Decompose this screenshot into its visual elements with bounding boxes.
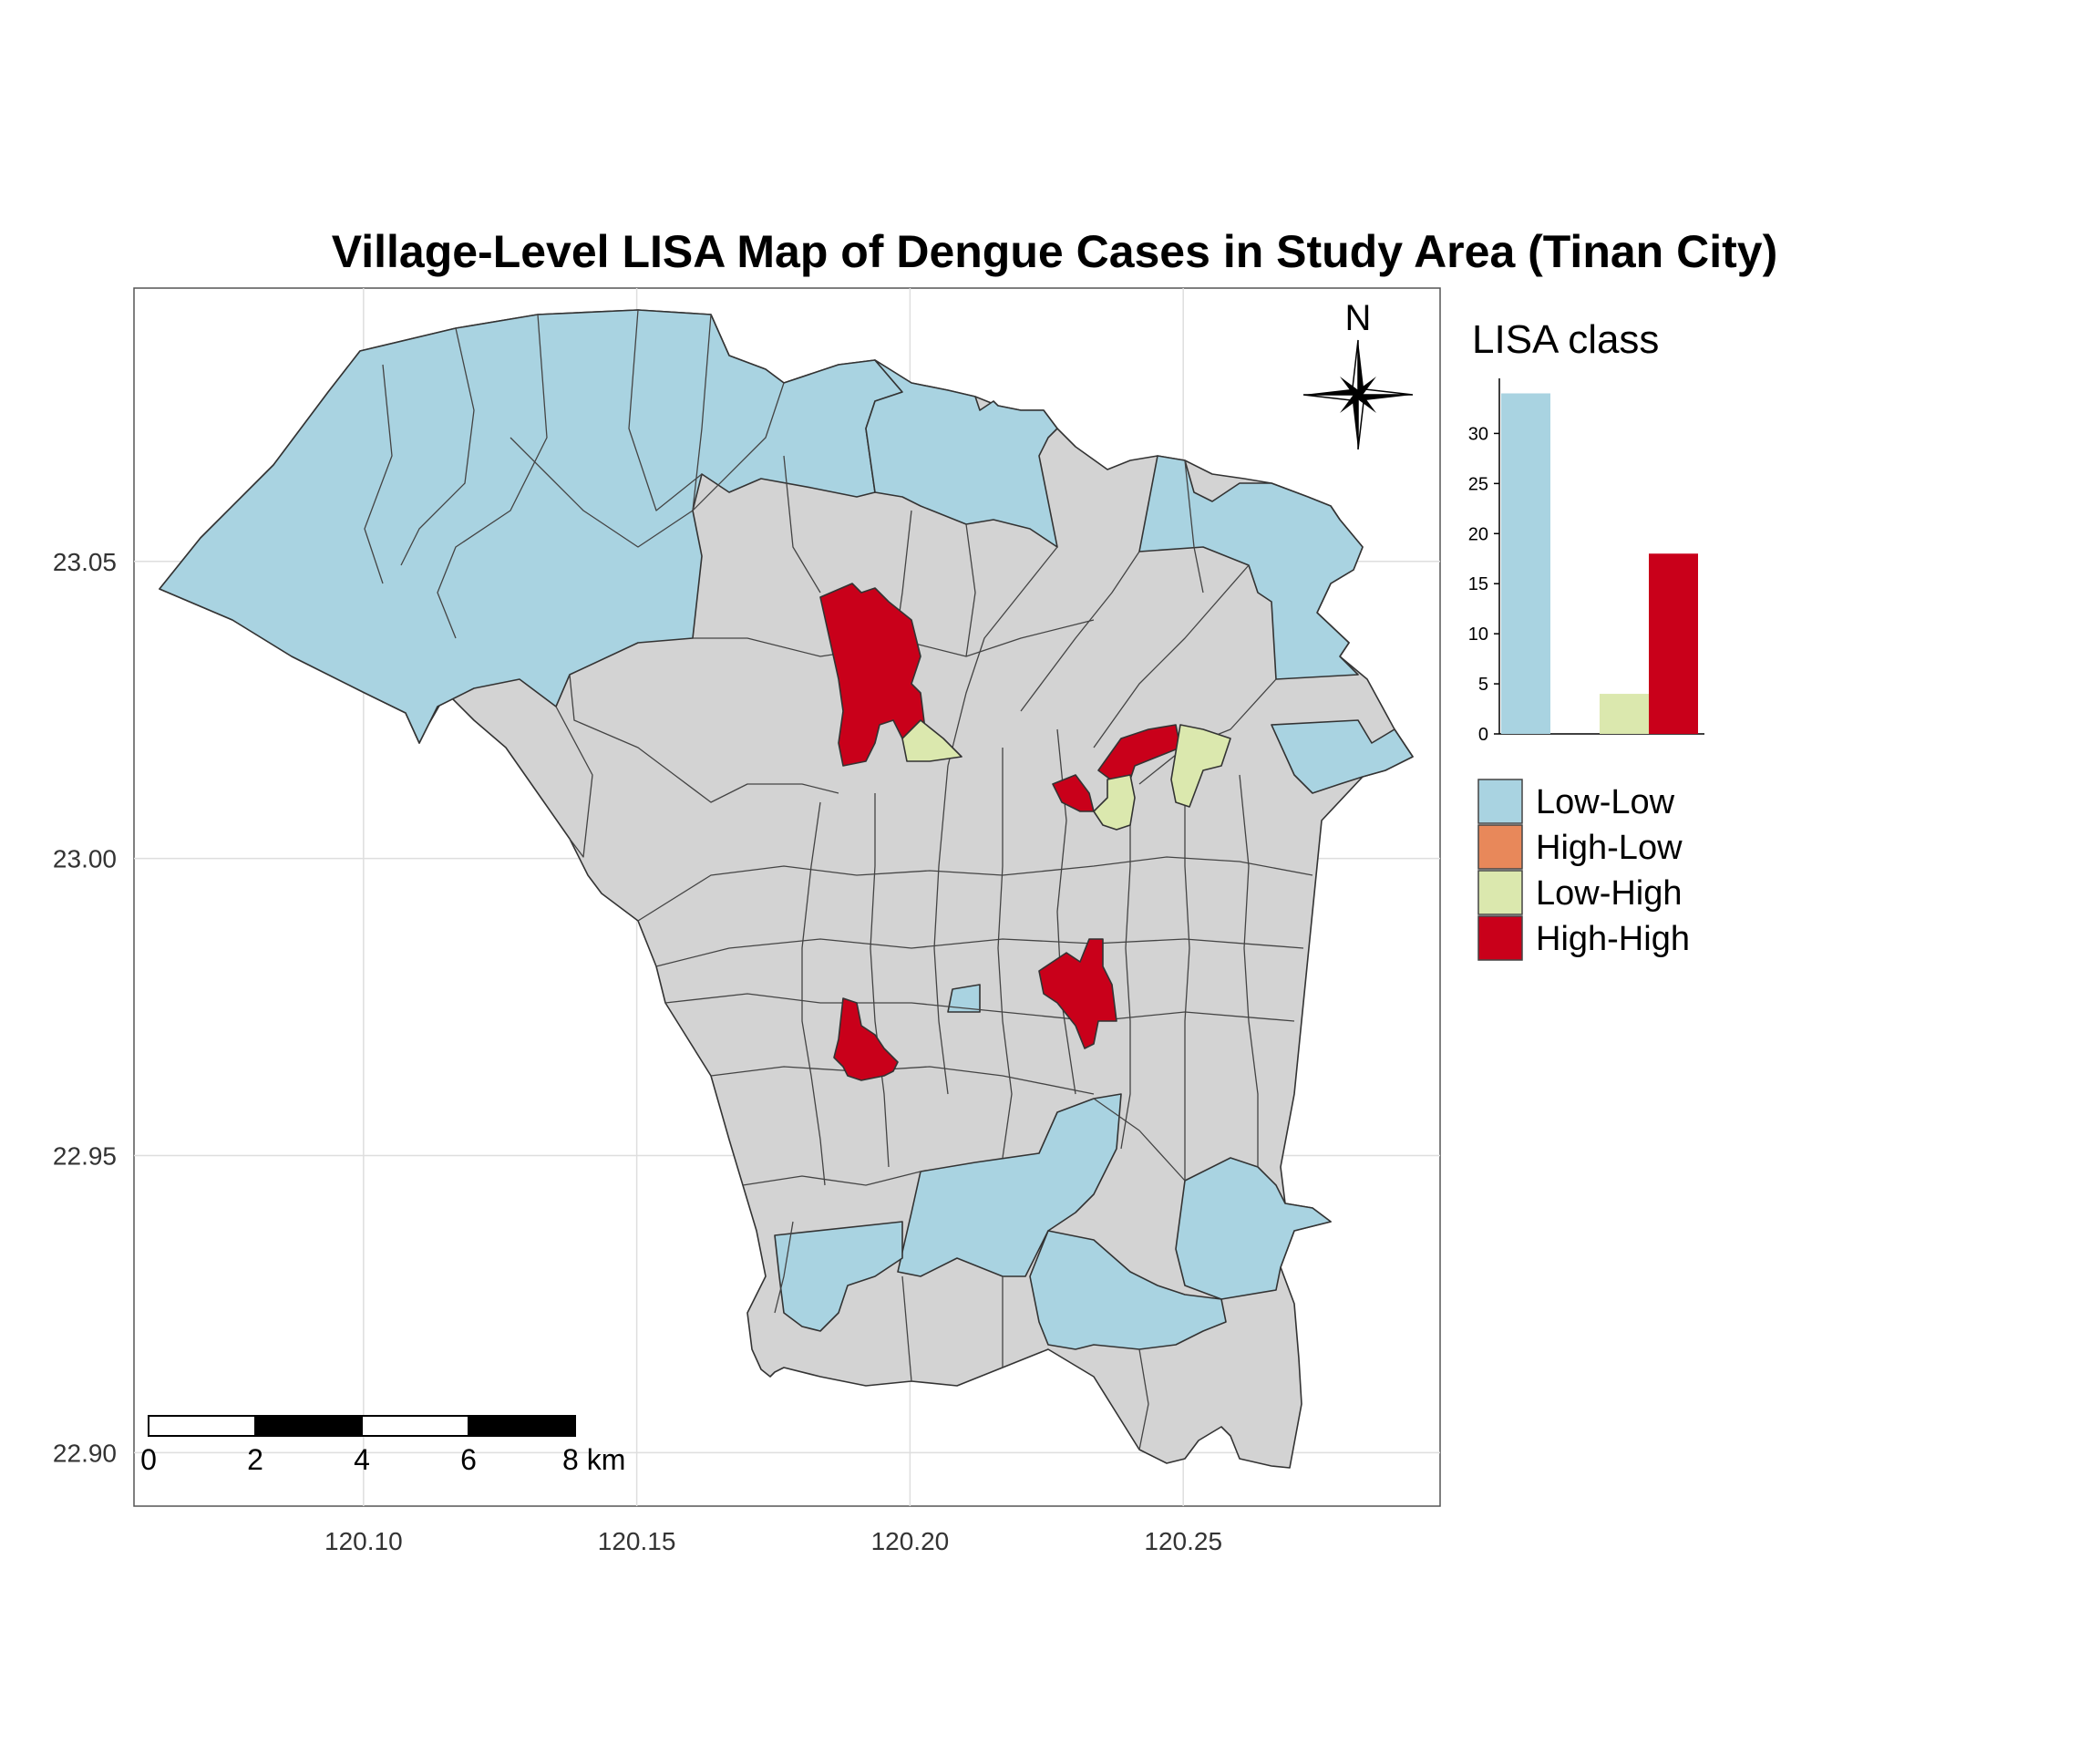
x-axis-tick-labels: 120.10 120.15 120.20 120.25 (324, 1527, 1222, 1555)
boundary-line (692, 382, 785, 511)
boundary-line (933, 765, 949, 1095)
legend-key-swatch (1477, 779, 1523, 824)
legend-chart-tick-label: 25 (1468, 474, 1488, 494)
scale-bar-segment (254, 1415, 363, 1437)
y-tick-label: 22.95 (53, 1141, 117, 1170)
north-arrow: N (1302, 298, 1414, 450)
scale-bar: 0 2 4 6 8 km (140, 1415, 625, 1476)
legend-keys: Low-Low High-Low Low-High High-High (1477, 779, 1690, 961)
legend-chart-tick-label: 0 (1478, 725, 1488, 745)
scale-bar-segment (361, 1415, 469, 1437)
y-tick-label: 23.05 (53, 548, 117, 576)
scale-bar-label: 4 (354, 1443, 370, 1476)
boundary-line (742, 1171, 921, 1186)
legend-chart-y-ticks: 0 5 10 15 20 25 30 (1468, 424, 1499, 745)
boundary-line (364, 364, 393, 584)
legend-key-swatch (1477, 824, 1523, 870)
boundary-line (692, 314, 712, 511)
low-high-cluster-north (901, 719, 962, 762)
scale-bar-label: 0 (140, 1443, 157, 1476)
low-low-region-small (947, 984, 981, 1013)
legend-chart-bars (1501, 393, 1698, 734)
low-low-region-east (1271, 719, 1414, 794)
boundary-line (965, 523, 976, 657)
legend-key-swatch (1477, 870, 1523, 915)
low-low-region-southwest (774, 1221, 903, 1332)
boundary-line (655, 938, 1304, 967)
north-arrow-label: N (1345, 298, 1372, 338)
legend-bar-chart: 0 5 10 15 20 25 30 (1468, 378, 1704, 745)
low-low-region-south (1029, 1230, 1227, 1350)
boundary-line (997, 748, 1013, 1159)
low-low-region-south-central (897, 1093, 1122, 1277)
x-tick-label: 120.20 (871, 1527, 950, 1555)
legend-chart-bar (1600, 694, 1649, 734)
low-high-cluster-east (1170, 724, 1231, 808)
x-tick-label: 120.15 (598, 1527, 676, 1555)
legend-chart-tick-label: 15 (1468, 574, 1488, 594)
boundary-line (637, 856, 1313, 922)
boundary-line (901, 1275, 912, 1382)
boundary-line (1239, 774, 1259, 1167)
low-low-region-north (865, 359, 1058, 548)
legend-chart-bar (1501, 393, 1550, 734)
boundary-line (870, 793, 890, 1168)
boundary-line (783, 455, 821, 594)
boundary-line (1184, 748, 1190, 1181)
boundary-line (510, 437, 694, 548)
compass-rose-icon (1302, 339, 1414, 450)
x-tick-label: 120.10 (324, 1527, 403, 1555)
y-axis-tick-labels: 23.05 23.00 22.95 22.90 (53, 548, 117, 1468)
legend-chart-bar (1649, 553, 1698, 734)
scale-bar-segment (148, 1415, 256, 1437)
low-high-cluster-center (1093, 774, 1136, 831)
boundary-line (1093, 564, 1250, 748)
boundary-line (1020, 551, 1140, 712)
scale-bar-label: 6 (460, 1443, 477, 1476)
y-tick-label: 23.00 (53, 845, 117, 873)
boundary-line (774, 1221, 794, 1314)
low-low-region-southeast (1175, 1157, 1332, 1300)
boundary-line (569, 674, 839, 803)
legend-chart-tick-label: 10 (1468, 625, 1488, 645)
scale-bar-label: 2 (247, 1443, 263, 1476)
legend-key-label: High-High (1536, 920, 1690, 958)
boundary-line (664, 993, 1295, 1022)
boundary-line (947, 546, 1058, 767)
high-high-cluster-south (833, 997, 899, 1081)
legend-key-label: Low-Low (1536, 783, 1675, 821)
boundary-line (437, 314, 548, 639)
legend-title: LISA class (1472, 317, 1659, 362)
low-low-region-northwest (159, 309, 903, 744)
boundary-line (1120, 748, 1131, 1150)
study-area-map (159, 309, 1414, 1469)
map-title: Village-Level LISA Map of Dengue Cases i… (332, 226, 1777, 277)
boundary-line (801, 801, 826, 1186)
map-panel: 0 2 4 6 8 km N (133, 287, 1441, 1507)
y-tick-label: 22.90 (53, 1439, 117, 1467)
high-high-cluster-southeast (1038, 938, 1117, 1049)
legend-key-label: High-Low (1536, 829, 1683, 867)
scale-bar-label: 8 km (562, 1443, 625, 1476)
boundary-line (1093, 1098, 1186, 1182)
scale-bar-segment (468, 1415, 576, 1437)
legend-chart-tick-label: 20 (1468, 524, 1488, 544)
boundary-line (1184, 459, 1204, 594)
low-low-region-northeast (1138, 455, 1364, 680)
legend-key-label: Low-High (1536, 874, 1683, 913)
legend-chart-tick-label: 5 (1478, 675, 1488, 695)
boundary-line (628, 309, 703, 511)
x-tick-label: 120.25 (1144, 1527, 1222, 1555)
legend-key-swatch (1477, 915, 1523, 961)
legend-chart-tick-label: 30 (1468, 424, 1488, 444)
boundary-line (555, 706, 593, 858)
boundary-line (400, 327, 475, 566)
boundary-line (1138, 1348, 1149, 1450)
